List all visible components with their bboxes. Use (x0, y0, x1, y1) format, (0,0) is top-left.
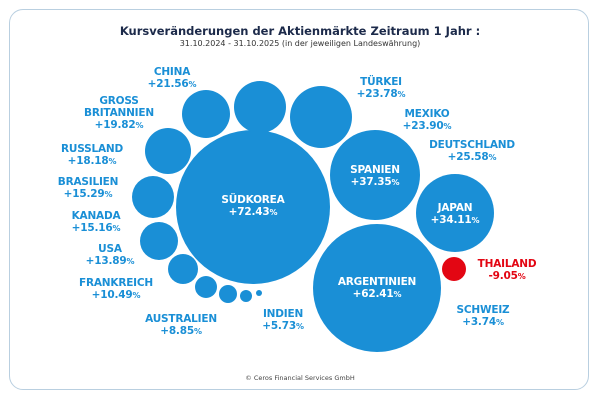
label-argentinien: ARGENTINIEN +62.41% (337, 276, 417, 301)
country-name: SCHWEIZ (456, 304, 510, 316)
change-value: +15.16% (71, 222, 121, 234)
bubble-frankreich (195, 276, 217, 298)
change-value: +10.49% (91, 289, 141, 301)
country-name: USA (98, 243, 122, 255)
change-value: +13.89% (85, 255, 135, 267)
country-name: THAILAND (477, 258, 537, 270)
label-frankreich: FRANKREICH +10.49% (79, 277, 153, 302)
label-brasilien: BRASILIEN +15.29% (57, 176, 119, 201)
label-russland: RUSSLAND +18.18% (61, 143, 123, 168)
bubble-japan (416, 174, 494, 252)
bubble-thailand (442, 257, 466, 281)
change-value: -9.05% (488, 270, 526, 282)
label-spanien: SPANIEN +37.35% (350, 164, 400, 189)
change-value: +8.85% (160, 325, 202, 337)
country-name: MEXIKO (404, 108, 450, 120)
bubble-indien (240, 290, 252, 302)
change-value: +34.11% (430, 214, 480, 226)
label-japan: JAPAN +34.11% (431, 202, 480, 227)
change-value: +3.74% (462, 316, 504, 328)
country-name: JAPAN (437, 202, 473, 214)
country-name: BRASILIEN (57, 176, 119, 188)
label-türkei: TÜRKEI +23.78% (357, 76, 406, 101)
bubble-spanien (330, 130, 420, 220)
country-name: KANADA (71, 210, 121, 222)
change-value: +62.41% (352, 288, 402, 300)
label-deutschland: DEUTSCHLAND +25.58% (429, 139, 515, 164)
label-usa: USA +13.89% (86, 243, 135, 268)
bubble-brasilien (132, 176, 174, 218)
bubble-russland (145, 128, 191, 174)
change-value: +18.18% (67, 155, 117, 167)
copyright-footer: © Ceros Financial Services GmbH (245, 374, 355, 382)
label-thailand: THAILAND -9.05% (478, 258, 537, 283)
bubble-gross-britannien (182, 90, 230, 138)
change-value: +25.58% (447, 151, 497, 163)
label-gross-britannien: GROSS BRITANNIEN +19.82% (84, 95, 154, 132)
country-name: INDIEN (262, 308, 304, 320)
chart-card (9, 9, 589, 390)
label-schweiz: SCHWEIZ +3.74% (457, 304, 510, 329)
country-name: SPANIEN (350, 164, 400, 176)
bubble-china (234, 81, 286, 133)
chart-title: Kursveränderungen der Aktienmärkte Zeitr… (119, 24, 481, 38)
country-name: RUSSLAND (61, 143, 123, 155)
chart-subtitle: 31.10.2024 - 31.10.2025 (in der jeweilig… (179, 39, 421, 48)
label-indien: INDIEN +5.73% (262, 308, 304, 333)
label-südkorea: SÜDKOREA +72.43% (221, 194, 284, 219)
country-name: SÜDKOREA (221, 194, 285, 206)
country-name: CHINA (153, 66, 191, 78)
bubble-usa (168, 254, 198, 284)
change-value: +72.43% (228, 206, 278, 218)
label-kanada: KANADA +15.16% (72, 210, 121, 235)
change-value: +23.78% (356, 88, 406, 100)
change-value: +19.82% (94, 119, 144, 131)
country-name: AUSTRALIEN (145, 313, 217, 325)
country-name: GROSS BRITANNIEN (84, 95, 154, 119)
change-value: +21.56% (147, 78, 197, 90)
label-china: CHINA +21.56% (148, 66, 197, 91)
bubble-südkorea (176, 130, 330, 284)
bubble-schweiz (256, 290, 262, 296)
change-value: +15.29% (63, 188, 113, 200)
change-value: +23.90% (402, 120, 452, 132)
bubble-türkei (290, 86, 352, 148)
country-name: TÜRKEI (360, 76, 402, 88)
change-value: +5.73% (262, 320, 304, 332)
label-mexiko: MEXIKO +23.90% (403, 108, 452, 133)
bubble-kanada (140, 222, 178, 260)
change-value: +37.35% (350, 176, 400, 188)
country-name: ARGENTINIEN (337, 276, 417, 288)
bubble-argentinien (313, 224, 441, 352)
bubble-australien (219, 285, 237, 303)
country-name: FRANKREICH (79, 277, 153, 289)
country-name: DEUTSCHLAND (429, 139, 515, 151)
label-australien: AUSTRALIEN +8.85% (145, 313, 217, 338)
